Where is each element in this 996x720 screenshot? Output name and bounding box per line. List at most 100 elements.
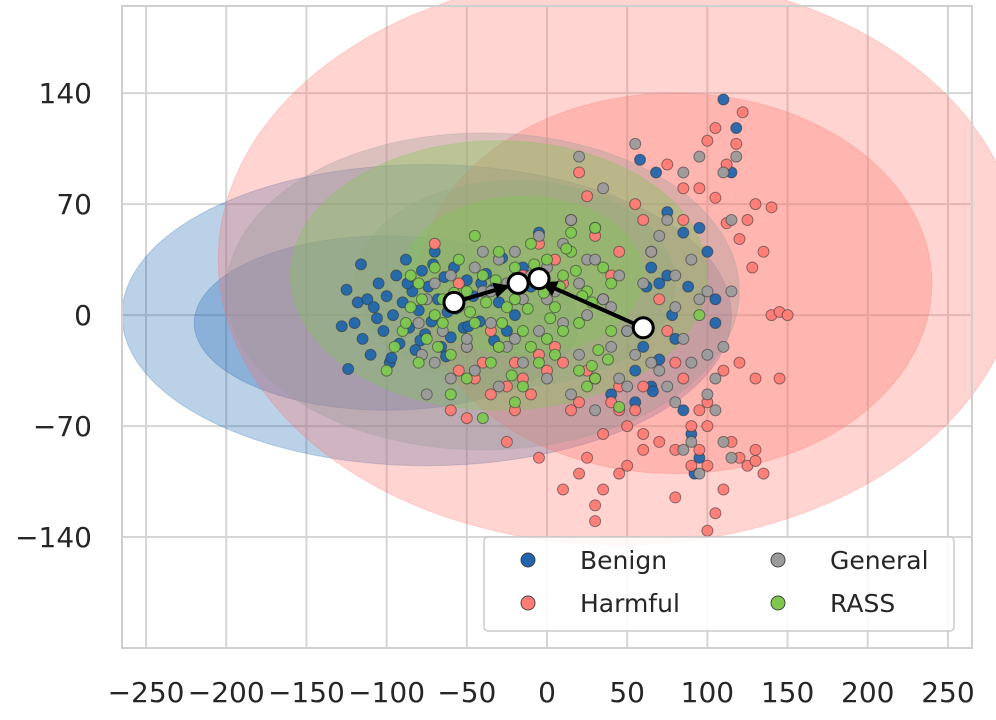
x-tick-label: 0 <box>538 676 556 709</box>
point-general-53 <box>468 364 481 377</box>
point-general-20 <box>573 277 586 290</box>
point-general-40 <box>730 150 743 163</box>
point-general-51 <box>516 356 529 369</box>
x-tick-label: 150 <box>761 676 814 709</box>
point-rass-9 <box>452 253 465 266</box>
point-rass-62 <box>480 296 493 309</box>
point-benign-1 <box>348 317 361 330</box>
point-rass-48 <box>693 309 706 322</box>
centroid-benign <box>442 290 466 314</box>
point-general-47 <box>573 150 586 163</box>
point-harmful-88 <box>532 451 545 464</box>
point-harmful-57 <box>444 404 457 417</box>
point-benign-78 <box>709 317 722 330</box>
legend-label-general: General <box>830 546 929 575</box>
point-general-43 <box>677 166 690 179</box>
x-tick-label: 50 <box>609 676 645 709</box>
point-benign-79 <box>682 280 695 293</box>
point-harmful-17 <box>749 372 762 385</box>
point-general-55 <box>428 356 441 369</box>
point-benign-71 <box>629 364 642 377</box>
point-harmful-65 <box>581 190 594 203</box>
point-harmful-3 <box>709 122 722 135</box>
y-tick-label: 140 <box>39 77 92 110</box>
point-harmful-71 <box>637 214 650 226</box>
point-rass-63 <box>464 305 477 318</box>
point-harmful-19 <box>717 364 730 377</box>
x-tick-label: −150 <box>268 676 345 709</box>
point-harmful-12 <box>757 245 770 258</box>
plot-frame <box>121 5 973 649</box>
point-benign-4 <box>361 293 374 306</box>
point-harmful-18 <box>733 356 746 369</box>
point-harmful-91 <box>460 412 473 425</box>
point-harmful-43 <box>557 356 570 369</box>
point-rass-37 <box>605 277 618 290</box>
point-general-78 <box>589 253 602 266</box>
point-harmful-83 <box>621 459 634 472</box>
point-benign-47 <box>371 312 383 325</box>
legend-marker-benign <box>520 552 536 568</box>
point-rass-15 <box>500 301 513 314</box>
point-benign-3 <box>356 332 369 345</box>
point-general-71 <box>693 467 706 480</box>
point-general-77 <box>573 348 586 361</box>
point-general-26 <box>621 324 634 337</box>
point-benign-9 <box>380 290 393 303</box>
y-tick-label: −140 <box>15 521 92 554</box>
point-general-72 <box>701 388 714 401</box>
point-rass-58 <box>569 264 582 277</box>
legend-box <box>483 536 955 632</box>
point-harmful-95 <box>749 443 762 456</box>
point-rass-41 <box>492 340 505 353</box>
point-harmful-6 <box>709 191 722 204</box>
point-general-81 <box>653 364 666 377</box>
point-rass-11 <box>468 317 481 330</box>
point-general-0 <box>412 317 425 330</box>
point-general-56 <box>420 388 433 401</box>
point-harmful-4 <box>701 134 714 147</box>
centroid-rass <box>527 267 551 291</box>
point-general-24 <box>605 340 618 353</box>
point-general-31 <box>661 214 674 226</box>
point-general-49 <box>565 388 578 401</box>
point-general-15 <box>532 229 545 242</box>
point-rass-8 <box>444 348 457 361</box>
point-rass-3 <box>404 301 417 314</box>
point-harmful-64 <box>573 166 586 179</box>
point-general-61 <box>532 324 545 337</box>
point-general-45 <box>629 137 642 150</box>
point-general-30 <box>653 229 666 242</box>
point-benign-68 <box>653 277 666 290</box>
y-tick-label: −70 <box>33 410 92 443</box>
point-general-23 <box>597 293 610 306</box>
point-rass-22 <box>557 269 570 282</box>
point-general-58 <box>460 332 473 345</box>
point-general-73 <box>709 404 722 417</box>
arrow-1 <box>540 281 645 330</box>
legend-marker-general <box>770 552 786 568</box>
legend-marker-rass <box>770 595 786 611</box>
point-general-38 <box>717 435 730 448</box>
point-harmful-76 <box>677 372 690 385</box>
point-harmful-22 <box>685 420 698 433</box>
point-benign-81 <box>646 385 659 398</box>
point-rass-54 <box>436 317 449 330</box>
point-general-35 <box>693 293 706 306</box>
point-rass-65 <box>431 340 444 353</box>
point-rass-31 <box>508 396 521 409</box>
point-harmful-32 <box>701 524 714 537</box>
point-rass-4 <box>412 277 425 290</box>
point-harmful-56 <box>452 364 465 377</box>
point-benign-40 <box>508 309 521 322</box>
point-general-52 <box>492 380 505 393</box>
legend[interactable]: Benign General Harmful RASS <box>483 536 955 632</box>
point-rass-5 <box>420 332 433 345</box>
point-harmful-75 <box>669 356 682 369</box>
point-rass-21 <box>549 301 562 314</box>
point-general-39 <box>725 451 738 464</box>
point-general-74 <box>476 245 489 258</box>
point-harmful-87 <box>557 483 570 496</box>
point-rass-44 <box>544 312 557 325</box>
point-harmful-47 <box>524 388 537 401</box>
